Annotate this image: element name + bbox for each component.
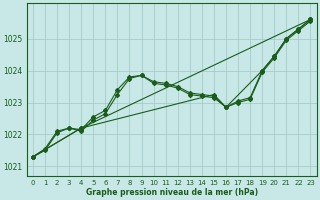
X-axis label: Graphe pression niveau de la mer (hPa): Graphe pression niveau de la mer (hPa) bbox=[86, 188, 258, 197]
